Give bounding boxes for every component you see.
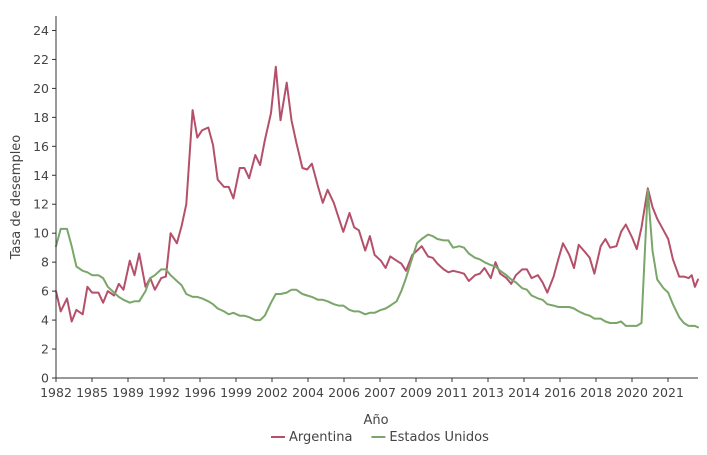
legend-item-estados-unidos: Estados Unidos — [371, 430, 489, 445]
series-line-argentina — [55, 65, 699, 323]
x-tick-label: 2020 — [616, 385, 648, 400]
legend-item-argentina: Argentina — [271, 430, 352, 445]
x-tick-label: 1982 — [40, 385, 72, 400]
x-tick-label: 1989 — [112, 385, 144, 400]
x-tick-label: 2007 — [364, 385, 396, 400]
x-tick-label: 2013 — [472, 385, 504, 400]
x-axis-title: Año — [363, 413, 388, 428]
y-tick-label: 6 — [41, 284, 49, 299]
x-tick-label: 2006 — [328, 385, 360, 400]
plot-area — [55, 65, 699, 329]
legend: Argentina Estados Unidos — [271, 430, 489, 445]
y-tick-label: 8 — [41, 255, 49, 270]
x-tick-label: 2014 — [508, 385, 540, 400]
y-tick-label: 18 — [33, 110, 49, 125]
y-tick-label: 10 — [33, 226, 49, 241]
y-tick-label: 16 — [33, 139, 49, 154]
x-axis: 1982 1985 1989 1992 1996 1999 2002 2004 2006 2007… — [40, 377, 698, 400]
x-tick-label: 2018 — [580, 385, 612, 400]
x-tick-label: 1999 — [220, 385, 252, 400]
y-tick-label: 0 — [41, 371, 49, 386]
x-tick-label: 1992 — [148, 385, 180, 400]
y-tick-label: 20 — [33, 81, 49, 96]
y-tick-label: 24 — [33, 23, 49, 38]
x-tick-label: 2004 — [292, 385, 324, 400]
x-tick-label: 2009 — [400, 385, 432, 400]
x-tick-label: 2011 — [436, 385, 468, 400]
y-axis-title: Tasa de desempleo — [9, 135, 24, 261]
y-tick-label: 2 — [41, 342, 49, 357]
y-tick-label: 14 — [33, 168, 49, 183]
y-tick-label: 22 — [33, 52, 49, 67]
series-line-estados-unidos — [55, 188, 699, 329]
x-tick-label: 2021 — [652, 385, 684, 400]
y-tick-label: 12 — [33, 197, 49, 212]
legend-label: Estados Unidos — [389, 430, 489, 445]
y-tick-label: 4 — [41, 313, 49, 328]
legend-label: Argentina — [289, 430, 352, 445]
x-tick-label: 2002 — [256, 385, 288, 400]
x-tick-label: 1985 — [76, 385, 108, 400]
x-tick-label: 1996 — [184, 385, 216, 400]
x-tick-label: 2016 — [544, 385, 576, 400]
